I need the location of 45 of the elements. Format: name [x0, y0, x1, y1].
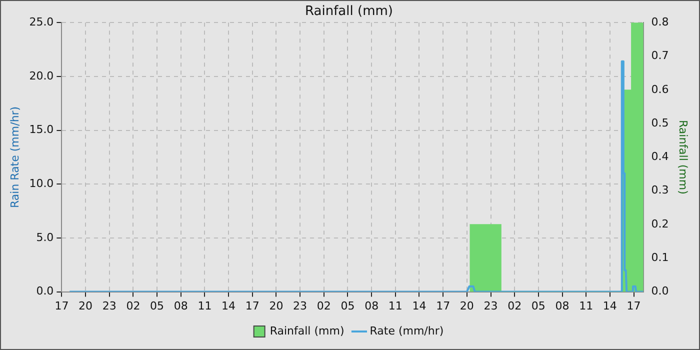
x-tick-label: 17	[245, 299, 260, 312]
x-tick-label: 20	[460, 299, 474, 312]
x-tick-label: 17	[436, 299, 450, 312]
y2-tick-label: 0.5	[651, 116, 669, 130]
y2-tick-label: 0.8	[651, 15, 669, 28]
y2-tick-label: 0.4	[651, 150, 669, 164]
x-tick-label: 02	[316, 299, 331, 312]
x-tick-label: 11	[198, 299, 212, 312]
x-tick-label: 05	[150, 299, 164, 312]
x-tick-label: 23	[484, 299, 498, 312]
y-tick-label: 25.0	[29, 15, 54, 28]
y2-tick-label: 0.3	[651, 184, 669, 197]
y-axis-title: Rain Rate (mm/hr)	[8, 106, 22, 208]
x-tick-label: 05	[340, 299, 355, 312]
x-tick-label: 11	[579, 299, 594, 312]
y-tick-label: 15.0	[29, 123, 54, 136]
y2-tick-label: 0.7	[651, 49, 669, 62]
x-tick-label: 20	[78, 299, 93, 312]
x-tick-label: 14	[602, 299, 617, 312]
x-tick-label: 17	[54, 299, 69, 312]
y-tick-label: 5.0	[36, 230, 54, 244]
x-tick-label: 14	[412, 299, 426, 312]
y2-tick-label: 0.6	[651, 82, 669, 96]
x-tick-label: 11	[388, 299, 402, 312]
x-tick-label: 23	[293, 299, 308, 312]
y-tick-label: 0.0	[36, 284, 54, 298]
x-tick-label: 08	[174, 299, 188, 312]
x-tick-label: 08	[364, 299, 379, 312]
x-tick-label: 02	[508, 299, 522, 312]
y2-tick-label: 0.2	[651, 217, 669, 230]
x-tick-label: 14	[222, 299, 236, 312]
x-tick-label: 05	[531, 299, 546, 312]
x-tick-label: 02	[126, 299, 140, 312]
y2-axis-title: Rainfall (mm)	[676, 120, 690, 194]
x-tick-label: 23	[102, 299, 116, 312]
x-tick-label: 20	[269, 299, 284, 312]
y-tick-label: 20.0	[29, 69, 54, 82]
x-tick-label: 17	[626, 299, 641, 312]
legend-label: Rate (mm/hr)	[370, 324, 444, 338]
y2-tick-label: 0.1	[651, 251, 669, 264]
y2-tick-label: 0.0	[651, 284, 669, 298]
y-tick-label: 10.0	[29, 176, 54, 190]
x-tick-label: 08	[555, 299, 570, 312]
legend-label: Rainfall (mm)	[270, 324, 344, 338]
chart-title: Rainfall (mm)	[305, 4, 393, 20]
